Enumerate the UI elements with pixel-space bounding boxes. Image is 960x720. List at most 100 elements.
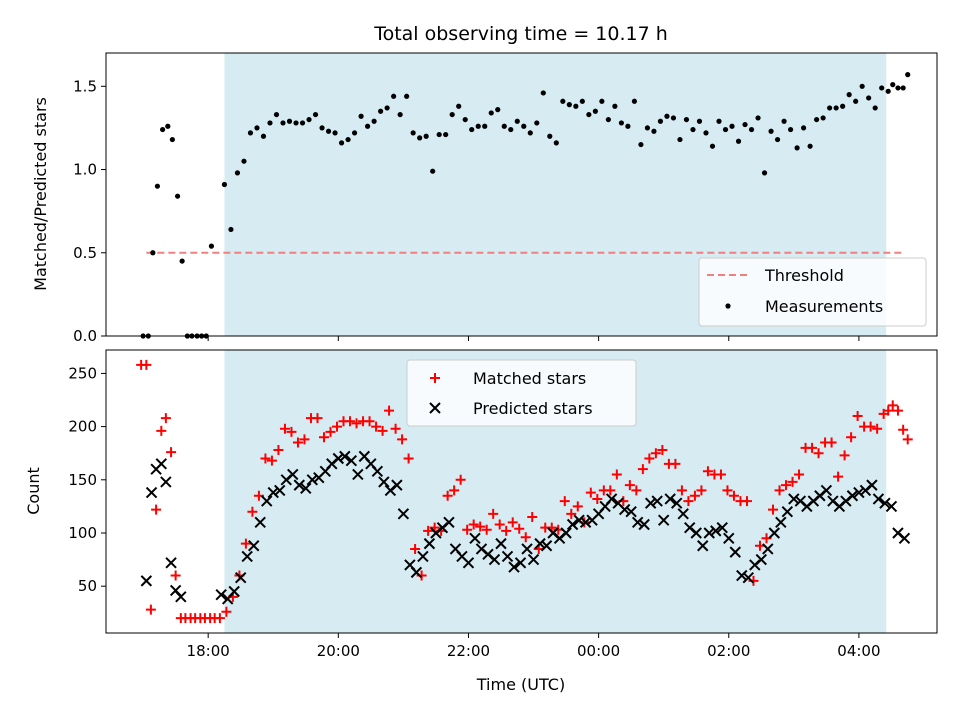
predicted-star-point — [155, 458, 168, 470]
bottom-y-axis-label: Count — [24, 467, 43, 515]
measurement-point — [677, 136, 683, 143]
predicted-star-point — [690, 527, 702, 539]
predicted-star-point — [879, 497, 891, 509]
predicted-star-point — [573, 514, 585, 526]
predicted-star-point — [618, 503, 631, 516]
measurement-point — [560, 98, 566, 104]
matched-star-point — [501, 525, 512, 536]
x-axis-label: Time (UTC) — [476, 675, 565, 694]
matched-star-point — [397, 434, 408, 445]
measurement-point — [853, 98, 859, 104]
matched-star-point — [455, 474, 466, 485]
top-y-tick-label: 1.5 — [73, 77, 97, 95]
matched-star-point — [883, 405, 894, 416]
measurement-point — [553, 140, 559, 146]
predicted-star-point — [742, 571, 754, 584]
matched-star-point — [520, 532, 531, 543]
measurement-point — [449, 111, 455, 118]
matched-star-point — [592, 493, 603, 504]
matched-star-point — [689, 490, 700, 501]
predicted-star-point — [898, 532, 911, 545]
measurement-point — [890, 82, 896, 88]
predicted-star-point — [397, 508, 410, 520]
matched-star-point — [887, 400, 898, 411]
matched-star-point — [240, 538, 251, 549]
measurement-point — [900, 85, 906, 91]
matched-star-point — [371, 421, 382, 432]
matched-star-point — [312, 413, 323, 424]
measurement-point — [820, 115, 826, 121]
measurement-point — [319, 125, 325, 131]
measurement-point — [638, 141, 644, 148]
predicted-star-point — [736, 569, 748, 582]
measurement-point — [462, 116, 468, 123]
measurement-point — [254, 125, 260, 131]
predicted-star-point — [677, 508, 689, 520]
measurement-point — [905, 72, 911, 78]
predicted-star-point — [866, 479, 878, 491]
measurement-point — [280, 120, 286, 126]
matched-star-point — [377, 425, 388, 436]
matched-star-point — [787, 476, 798, 487]
measurement-point — [534, 120, 540, 126]
bottom-x-tick-label: 04:00 — [837, 642, 880, 660]
measurement-point — [299, 120, 306, 126]
predicted-star-point — [345, 454, 358, 467]
matched-star-point — [826, 437, 837, 448]
measurement-point — [338, 140, 345, 146]
measurement-point — [729, 123, 735, 129]
matched-star-point — [403, 453, 414, 464]
measurement-point — [443, 131, 449, 138]
matched-star-point — [527, 512, 538, 523]
matched-star-point — [156, 425, 167, 436]
measurement-point — [761, 170, 768, 176]
matched-star-point — [364, 416, 375, 427]
measurement-point — [325, 128, 332, 134]
measurement-point — [781, 118, 787, 124]
legend-predicted-swatch — [429, 402, 441, 414]
measurement-point — [631, 98, 638, 104]
matched-star-point — [221, 606, 232, 617]
predicted-star-point — [287, 468, 299, 481]
top-y-axis-label: Matched/Predicted stars — [31, 97, 50, 291]
predicted-star-point — [605, 493, 618, 505]
matched-star-point — [781, 480, 792, 491]
measurement-point — [228, 226, 234, 233]
measurement-point — [612, 103, 618, 109]
predicted-star-point — [644, 497, 657, 509]
predicted-star-point — [631, 516, 644, 529]
matched-star-point — [468, 519, 479, 530]
matched-star-point — [774, 485, 785, 496]
matched-star-point — [384, 405, 395, 416]
matched-star-point — [351, 418, 362, 429]
bottom-x-tick-label: 02:00 — [707, 642, 750, 660]
matched-star-point — [299, 434, 310, 445]
predicted-star-point — [638, 518, 650, 531]
matched-star-point — [676, 485, 687, 496]
matched-star-point — [141, 359, 152, 370]
measurement-point — [547, 133, 553, 139]
matched-star-point — [462, 524, 473, 535]
measurement-point — [371, 118, 377, 124]
predicted-star-point — [729, 546, 741, 558]
matched-star-point — [741, 496, 752, 507]
predicted-star-point — [300, 482, 312, 495]
measurement-point — [709, 143, 716, 149]
bottom-panel: 50 100 150 200 250 18:00 20:00 22:00 00:00 02:00 0… — [68, 349, 938, 660]
measurement-point — [140, 333, 146, 339]
measurement-point — [345, 136, 351, 143]
matched-star-point — [488, 508, 499, 519]
matched-star-point — [572, 501, 583, 512]
matched-star-point — [260, 453, 271, 464]
matched-star-point — [423, 525, 434, 536]
predicted-star-point — [651, 495, 663, 507]
matched-star-point — [813, 448, 824, 459]
matched-star-point — [839, 450, 850, 461]
top-y-tick-label: 0.5 — [73, 244, 97, 262]
predicted-star-point — [625, 506, 637, 518]
bottom-y-tick-label: 250 — [68, 364, 97, 382]
measurement-point — [846, 92, 852, 98]
measurement-point — [436, 131, 442, 138]
predicted-star-point — [254, 516, 266, 529]
